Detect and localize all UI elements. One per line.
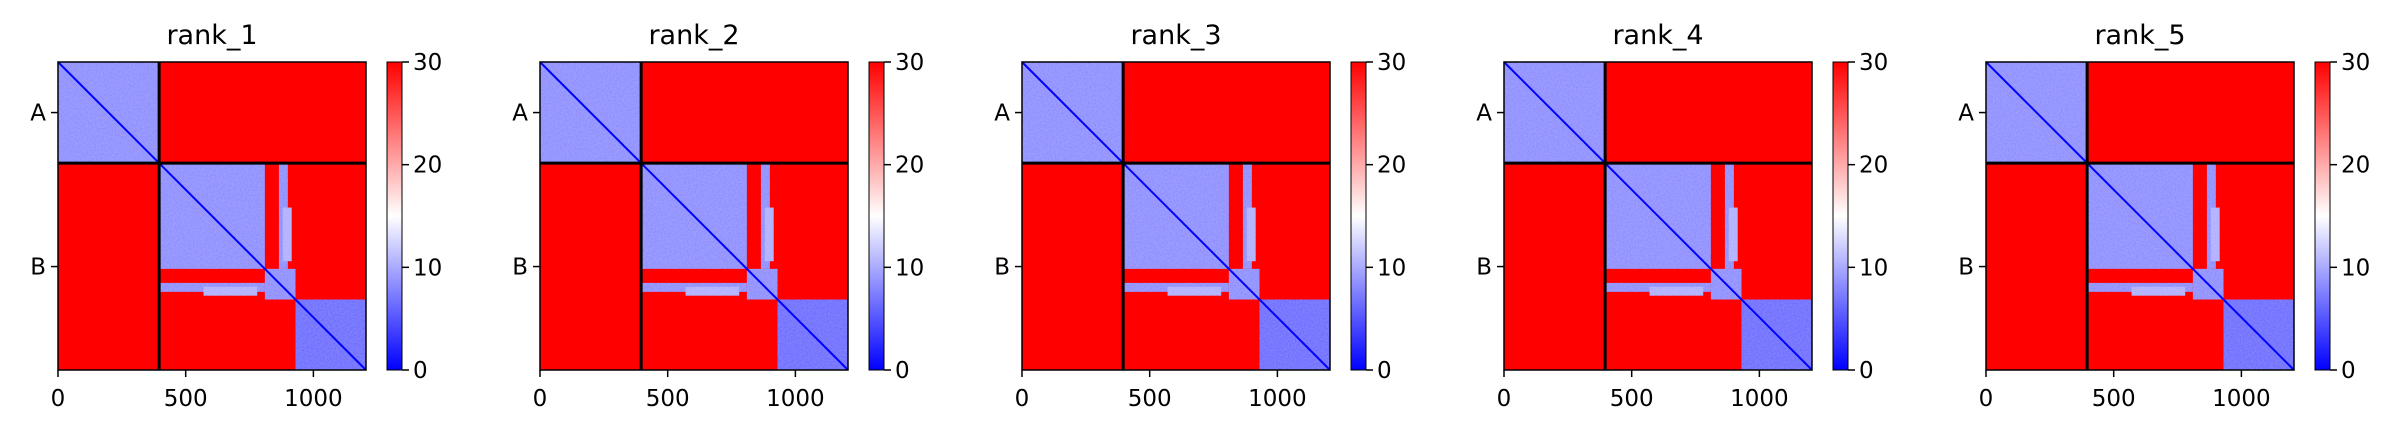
y-tick-label: B [512,255,528,281]
x-tick-label: 1000 [2212,386,2271,412]
colorbar-tick-label: 20 [1859,153,1888,179]
x-tick-label: 500 [1128,386,1172,412]
x-tick-label: 0 [1497,386,1512,412]
colorbar-tick-label: 0 [1859,358,1874,384]
y-tick-label: A [1958,101,1974,127]
heatmap-frame [57,61,367,371]
x-tick-label: 1000 [766,386,825,412]
colorbar-tick-label: 20 [1377,153,1406,179]
colorbar [1350,61,1367,371]
heatmap-frame [539,61,849,371]
colorbar [2314,61,2331,371]
x-tick-label: 0 [1979,386,1994,412]
y-tick-label: A [30,101,46,127]
colorbar-tick-label: 30 [1377,50,1406,76]
colorbar-tick-label: 0 [1377,358,1392,384]
heatmap-panel-4: rank_4 0 500 1000 A B 0 10 20 30 [1476,20,1888,412]
x-tick-label: 1000 [1730,386,1789,412]
y-tick-label: A [512,101,528,127]
colorbar-tick-label: 0 [413,358,428,384]
colorbar-tick-label: 30 [1859,50,1888,76]
colorbar-tick-label: 10 [1859,255,1888,281]
y-tick-label: B [1958,255,1974,281]
y-tick-label: A [1476,101,1492,127]
heatmap-block-texture [282,207,292,262]
y-tick-label: B [1476,255,1492,281]
heatmap-block-texture [764,207,774,262]
y-tick-label: B [994,255,1010,281]
heatmap-block-texture [2210,207,2220,262]
colorbar-tick-label: 0 [895,358,910,384]
x-tick-label: 0 [1015,386,1030,412]
panel-title: rank_2 [648,20,739,51]
heatmap-block-texture [203,286,258,296]
colorbar [1832,61,1849,371]
colorbar-tick-label: 0 [2341,358,2356,384]
panel-title: rank_3 [1130,20,1221,51]
heatmap-diagonal [1503,61,1813,371]
panel-title: rank_1 [166,20,257,51]
heatmap-block-texture [685,286,740,296]
x-tick-label: 500 [2092,386,2136,412]
heatmap-panel-2: rank_2 0 500 1000 A B 0 10 20 30 [512,20,924,412]
heatmap-block-texture [1167,286,1222,296]
heatmap-diagonal [539,61,849,371]
colorbar-tick-label: 10 [413,255,442,281]
x-tick-label: 0 [51,386,66,412]
heatmap-diagonal [1021,61,1331,371]
colorbar-tick-label: 20 [895,153,924,179]
heatmap-block-texture [1246,207,1256,262]
colorbar-tick-label: 30 [413,50,442,76]
colorbar-tick-label: 30 [2341,50,2370,76]
colorbar-tick-label: 20 [413,153,442,179]
heatmap-block-texture [1649,286,1704,296]
panel-title: rank_4 [1612,20,1703,51]
x-tick-label: 500 [164,386,208,412]
y-tick-label: B [30,255,46,281]
colorbar-tick-label: 10 [1377,255,1406,281]
heatmap-diagonal [57,61,367,371]
x-tick-label: 500 [646,386,690,412]
x-tick-label: 1000 [284,386,343,412]
heatmap-frame [1985,61,2295,371]
y-tick-label: A [994,101,1010,127]
heatmap-panel-5: rank_5 0 500 1000 A B 0 10 20 30 [1958,20,2370,412]
heatmap-diagonal [1985,61,2295,371]
heatmap-block-texture [2131,286,2186,296]
heatmap-panel-1: rank_1 0 500 1000 A B 0 10 20 30 [30,20,442,412]
x-tick-label: 500 [1610,386,1654,412]
x-tick-label: 0 [533,386,548,412]
colorbar [386,61,403,371]
colorbar [868,61,885,371]
colorbar-tick-label: 30 [895,50,924,76]
colorbar-tick-label: 10 [895,255,924,281]
heatmap-panel-3: rank_3 0 500 1000 A B 0 10 20 30 [994,20,1406,412]
heatmap-block-texture [1728,207,1738,262]
heatmap-frame [1503,61,1813,371]
x-tick-label: 1000 [1248,386,1307,412]
heatmap-frame [1021,61,1331,371]
panel-title: rank_5 [2094,20,2185,51]
colorbar-tick-label: 20 [2341,153,2370,179]
colorbar-tick-label: 10 [2341,255,2370,281]
